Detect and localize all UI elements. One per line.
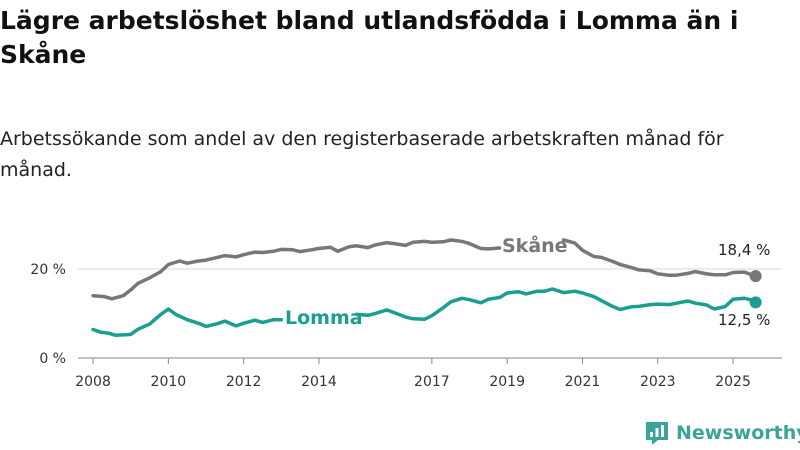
x-tick-label-5: 2019 bbox=[489, 374, 525, 390]
chart-title: Lägre arbetslöshet bland utlandsfödda i … bbox=[0, 6, 739, 69]
x-tick-label-2: 2012 bbox=[226, 374, 262, 390]
x-tick-label-4: 2017 bbox=[414, 374, 450, 390]
y-tick-label-0: 0 % bbox=[39, 351, 66, 367]
series-line-lomma-0 bbox=[91, 307, 284, 338]
x-tick-label-6: 2021 bbox=[565, 374, 601, 390]
x-tick-label-0: 2008 bbox=[75, 374, 111, 390]
end-label-skane: 18,4 % bbox=[718, 241, 770, 259]
x-tick-label-3: 2014 bbox=[301, 374, 337, 390]
series-line-lomma-1 bbox=[354, 287, 758, 322]
series-line-skane-0 bbox=[91, 238, 502, 301]
x-tick-label-1: 2010 bbox=[151, 374, 187, 390]
series-line-skane-1 bbox=[561, 238, 758, 278]
chart-subtitle: Arbetssökande som andel av den registerb… bbox=[0, 128, 724, 181]
end-label-lomma: 12,5 % bbox=[718, 311, 770, 329]
brand-name: Newsworthy bbox=[676, 422, 800, 444]
axis-layer: 0 % 20 % 2008 2010 2012 2014 2017 2019 2021 2023 2… bbox=[30, 262, 782, 390]
y-tick-label-1: 20 % bbox=[30, 262, 66, 278]
x-tick-label-7: 2023 bbox=[640, 374, 676, 390]
newsworthy-logo-icon bbox=[646, 422, 668, 445]
series-label-skane: Skåne bbox=[502, 233, 568, 257]
series-label-lomma: Lomma bbox=[285, 307, 363, 329]
line-chart: 0 % 20 % 2008 2010 2012 2014 2017 2019 2021 2023 2… bbox=[30, 233, 782, 390]
x-tick-label-8: 2025 bbox=[715, 374, 751, 390]
series-layer bbox=[91, 238, 762, 338]
end-point-skane bbox=[749, 270, 762, 283]
end-point-lomma bbox=[749, 296, 762, 309]
label-layer: Skåne Lomma 18,4 % 12,5 % bbox=[285, 233, 770, 329]
brand-logo: Newsworthy bbox=[644, 419, 800, 447]
